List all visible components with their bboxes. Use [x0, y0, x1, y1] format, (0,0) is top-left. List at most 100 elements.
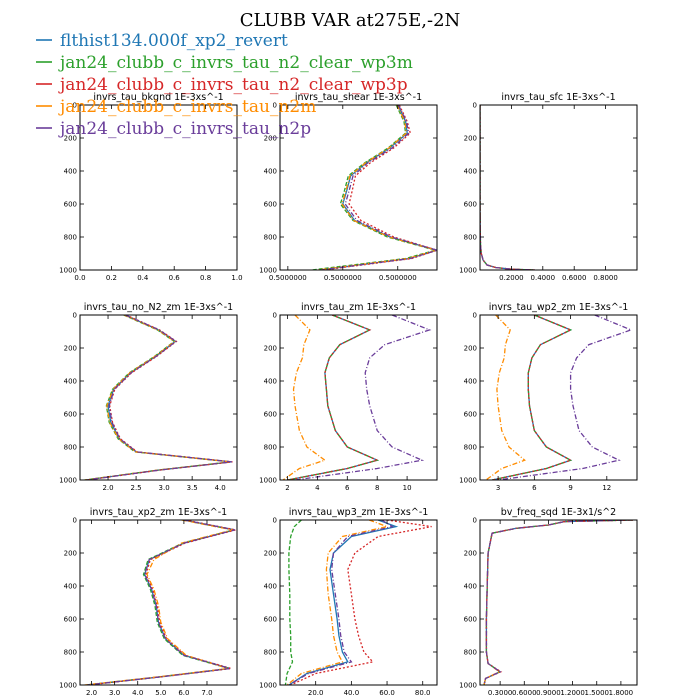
series-line-0: [287, 315, 380, 480]
series-line-0: [480, 105, 536, 270]
x-tick-label: 1.0: [231, 274, 242, 282]
x-tick-label: 0.5000000: [379, 274, 417, 282]
series-line-3: [485, 315, 526, 480]
panel-title: invrs_tau_xp2_zm 1E-3xs^-1: [90, 507, 227, 518]
figure-title: CLUBB VAR at275E,-2N: [240, 10, 461, 31]
panel-series: [282, 315, 432, 480]
legend-label: jan24_clubb_c_invrs_tau_n2_clear_wp3p: [58, 75, 408, 95]
panel-frame: [479, 519, 638, 686]
series-line-2: [491, 315, 573, 480]
series-line-1: [480, 105, 536, 270]
x-tick-label: 1.2000: [560, 689, 585, 697]
panel-title: invrs_tau_shear 1E-3xs^-1: [295, 92, 422, 103]
y-tick-label: 0: [73, 312, 77, 320]
series-line-1: [85, 520, 234, 685]
y-tick-label: 600: [64, 201, 77, 209]
y-tick-label: 400: [64, 378, 77, 386]
panel-frame: [479, 104, 638, 271]
series-line-3: [286, 520, 390, 685]
series-line-1: [483, 520, 634, 685]
series-line-1: [311, 105, 437, 270]
panel-title: invrs_tau_bkgnd 1E-3xs^-1: [93, 92, 223, 103]
y-tick-label: 800: [264, 234, 277, 242]
y-tick-label: 1000: [459, 682, 477, 690]
x-tick-label: 6: [345, 484, 350, 492]
y-tick-label: 800: [264, 444, 277, 452]
y-tick-label: 400: [64, 583, 77, 591]
series-line-0: [288, 520, 399, 685]
x-tick-label: 0.2000: [499, 274, 524, 282]
panel-title: invrs_tau_zm 1E-3xs^-1: [301, 302, 416, 313]
panel-title: bv_freq_sqd 1E-3x1/s^2: [501, 507, 616, 518]
x-tick-label: 0.6000: [562, 274, 587, 282]
y-tick-label: 200: [64, 550, 77, 558]
y-tick-label: 1000: [459, 477, 477, 485]
panel-series: [485, 315, 633, 480]
legend-item: jan24_clubb_c_invrs_tau_n2_clear_wp3p: [36, 75, 408, 95]
series-line-1: [284, 520, 302, 685]
x-tick-label: 60.0: [379, 689, 395, 697]
x-tick-label: 0.8: [200, 274, 211, 282]
y-tick-label: 600: [264, 201, 277, 209]
y-tick-label: 200: [264, 345, 277, 353]
panel-frame: [79, 104, 238, 271]
y-tick-label: 200: [64, 135, 77, 143]
y-tick-label: 1000: [259, 267, 277, 275]
series-line-0: [319, 105, 437, 270]
legend-label: jan24_clubb_c_invrs_tau_n2_clear_wp3m: [58, 53, 413, 73]
x-tick-label: 3.0: [109, 689, 120, 697]
y-tick-label: 800: [64, 649, 77, 657]
x-tick-label: 0.2: [106, 274, 117, 282]
x-tick-label: 0.6000: [512, 689, 537, 697]
x-tick-label: 20.0: [308, 689, 324, 697]
x-tick-label: 5.0: [155, 689, 166, 697]
y-tick-label: 400: [64, 168, 77, 176]
series-line-4: [480, 105, 536, 270]
panel-frame: [79, 519, 238, 686]
series-line-2: [86, 315, 233, 480]
series-line-3: [483, 520, 634, 685]
panel-0: invrs_tau_bkgnd 1E-3xs^-1 0 200 400 600 800 10…: [59, 92, 242, 282]
legend-item: jan24_clubb_c_invrs_tau_n2p: [36, 119, 311, 139]
panel-3: invrs_tau_no_N2_zm 1E-3xs^-1 0 200 400 600 80…: [59, 302, 238, 492]
y-tick-label: 200: [464, 550, 477, 558]
y-tick-label: 200: [264, 135, 277, 143]
y-tick-label: 600: [464, 616, 477, 624]
panels: invrs_tau_bkgnd 1E-3xs^-1 0 200 400 600 800 10…: [59, 92, 638, 697]
series-line-4: [86, 520, 235, 685]
panel-2: invrs_tau_sfc 1E-3xs^-1 0 200 400 600 800 1000…: [459, 92, 638, 282]
panel-title: invrs_tau_wp3_zm 1E-3xs^-1: [289, 507, 429, 518]
series-line-1: [287, 315, 380, 480]
series-line-0: [85, 315, 232, 480]
series-line-3: [84, 520, 233, 685]
series-line-0: [86, 520, 235, 685]
y-tick-label: 1000: [59, 682, 77, 690]
series-line-2: [480, 105, 536, 270]
y-tick-label: 400: [264, 378, 277, 386]
x-tick-label: 0.4000: [531, 274, 556, 282]
x-tick-label: 40.0: [344, 689, 360, 697]
x-tick-label: 1.8000: [609, 689, 634, 697]
panel-series: [284, 520, 432, 685]
y-tick-label: 200: [464, 135, 477, 143]
series-line-2: [483, 520, 634, 685]
legend-item: flthist134.000f_xp2_revert: [36, 31, 288, 51]
series-line-2: [88, 520, 236, 685]
panel-frame: [279, 314, 438, 481]
x-tick-label: 0.5000000: [324, 274, 362, 282]
y-tick-label: 600: [464, 201, 477, 209]
legend-item: jan24_clubb_c_invrs_tau_n2_clear_wp3m: [36, 53, 413, 73]
series-line-3: [282, 315, 327, 480]
panel-title: invrs_tau_sfc 1E-3xs^-1: [501, 92, 615, 103]
y-tick-label: 1000: [59, 267, 77, 275]
x-tick-label: 0.4: [137, 274, 149, 282]
x-tick-label: 3.0: [159, 484, 170, 492]
y-tick-label: 1000: [259, 682, 277, 690]
y-tick-label: 600: [464, 411, 477, 419]
series-line-4: [498, 315, 633, 480]
series-line-4: [320, 105, 437, 270]
panel-frame: [479, 314, 638, 481]
x-tick-label: 3.5: [187, 484, 198, 492]
panel-1: invrs_tau_shear 1E-3xs^-1 0 200 400 600 800 10…: [259, 92, 438, 282]
y-tick-label: 200: [64, 345, 77, 353]
